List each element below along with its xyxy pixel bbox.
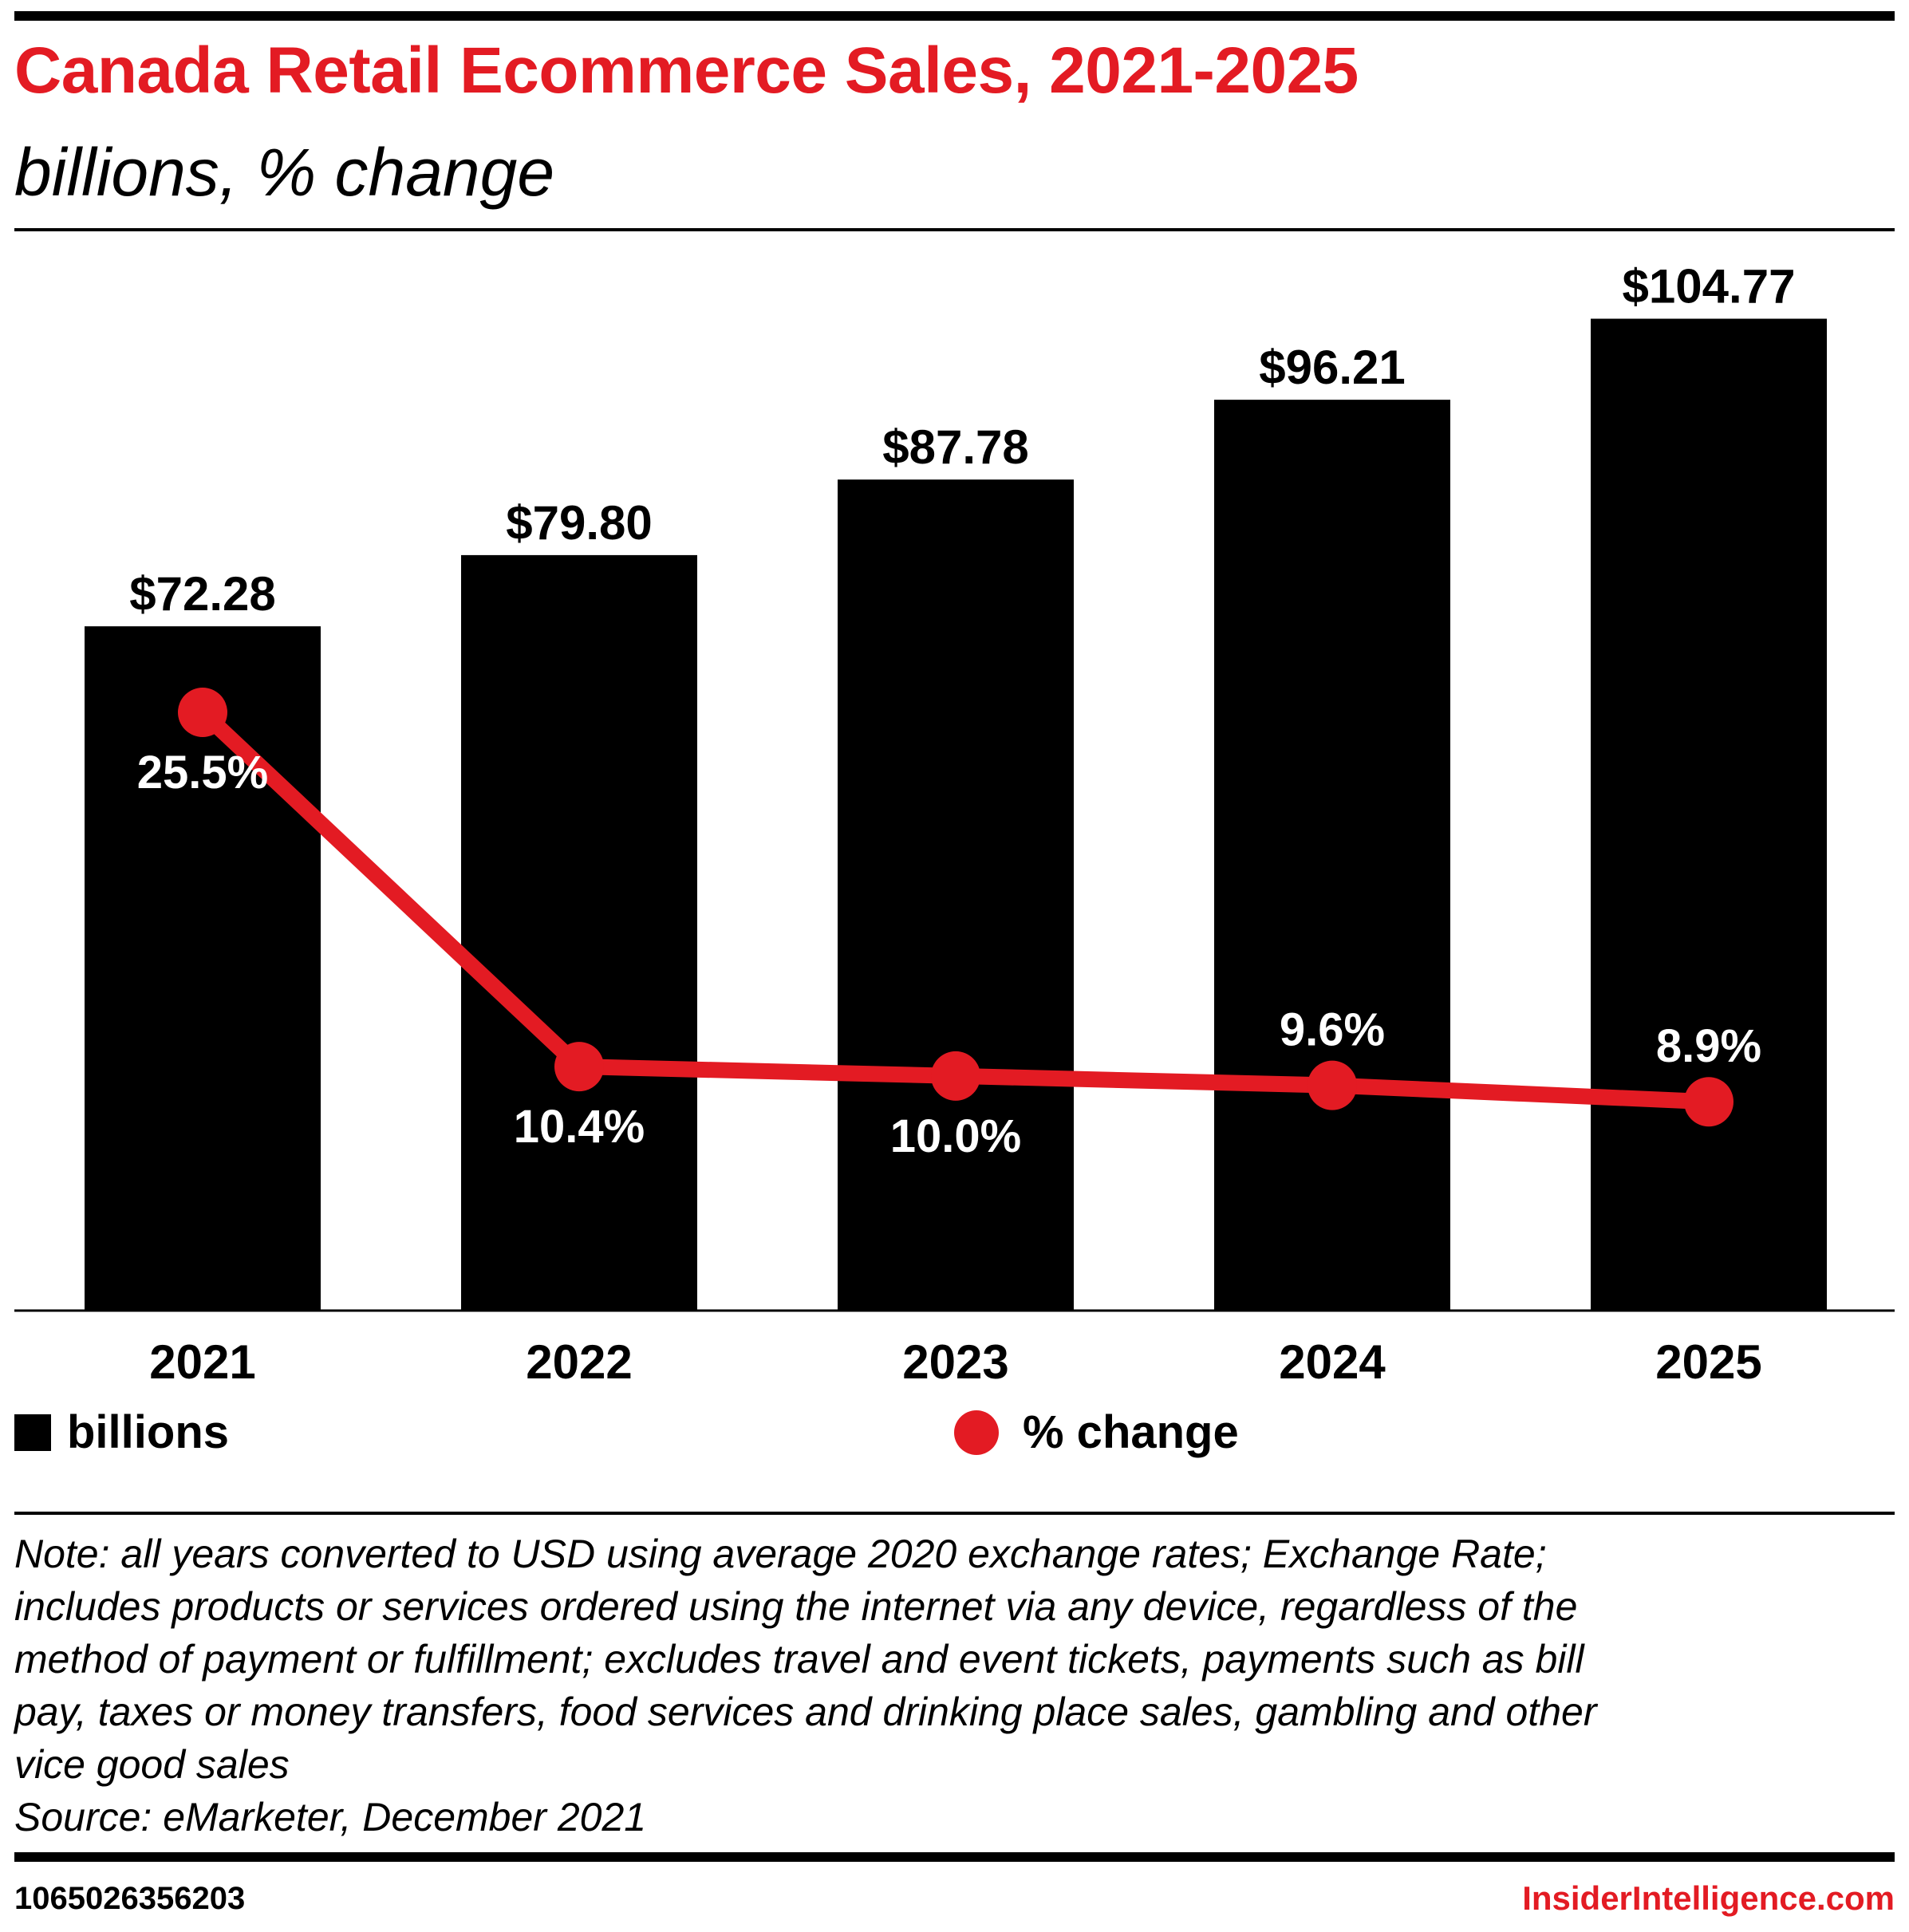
legend-line-swatch [954,1410,999,1455]
x-tick-label: 2023 [902,1335,1008,1389]
x-tick-label: 2025 [1655,1335,1761,1389]
note-line: Note: all years converted to USD using a… [14,1532,1547,1576]
x-tick-label: 2021 [149,1335,255,1389]
note-line: vice good sales [14,1742,290,1787]
percent-change-point [554,1042,604,1092]
legend-billions: billions [14,1406,229,1459]
bar-value-label: $79.80 [506,496,653,550]
note-line: includes products or services ordered us… [14,1584,1578,1629]
percent-change-label: 10.4% [514,1101,645,1153]
x-tick-label: 2024 [1279,1335,1386,1389]
percent-change-point [1308,1060,1357,1110]
legend-bar-swatch [14,1414,51,1451]
chart-subtitle: billions, % change [14,135,555,210]
chart-area: $72.28 $79.80 $87.78 $96.21 $104.77 2021 2022 2… [14,260,1895,1389]
chart-title: Canada Retail Ecommerce Sales, 2021-2025 [14,34,1359,107]
legend-billions-label: billions [67,1406,229,1458]
title-divider [14,228,1895,231]
bar-value-label: $104.77 [1623,260,1796,313]
percent-change-label: 9.6% [1280,1004,1385,1056]
bar [85,626,321,1311]
percent-change-label: 8.9% [1656,1020,1761,1072]
note-line: pay, taxes or money transfers, food serv… [14,1690,1597,1734]
percent-change-point [178,687,227,737]
bar-value-label: $72.28 [129,567,276,621]
x-tick-label: 2022 [526,1335,632,1389]
bar [461,554,697,1311]
note-line: method of payment or fulfillment; exclud… [14,1637,1584,1682]
bar-value-label: $87.78 [882,420,1029,474]
bar [1591,318,1827,1311]
bar [838,479,1074,1311]
legend-percent-change: % change [954,1406,1239,1459]
top-rule [14,11,1895,21]
note-divider [14,1512,1895,1515]
bar [1214,400,1450,1311]
percent-change-point [1684,1077,1733,1127]
percent-change-label: 25.5% [137,747,268,798]
percent-change-point [931,1051,980,1101]
footer-rule [14,1852,1895,1862]
legend-percent-label: % change [1023,1406,1239,1458]
percent-change-label: 10.0% [890,1110,1021,1162]
chart-id: 1065026356203 [14,1881,246,1916]
chart-note: Note: all years converted to USD using a… [14,1528,1895,1843]
source-line: Source: eMarketer, December 2021 [14,1795,647,1839]
bar-value-label: $96.21 [1259,341,1406,394]
brand-link[interactable]: InsiderIntelligence.com [1522,1879,1895,1917]
